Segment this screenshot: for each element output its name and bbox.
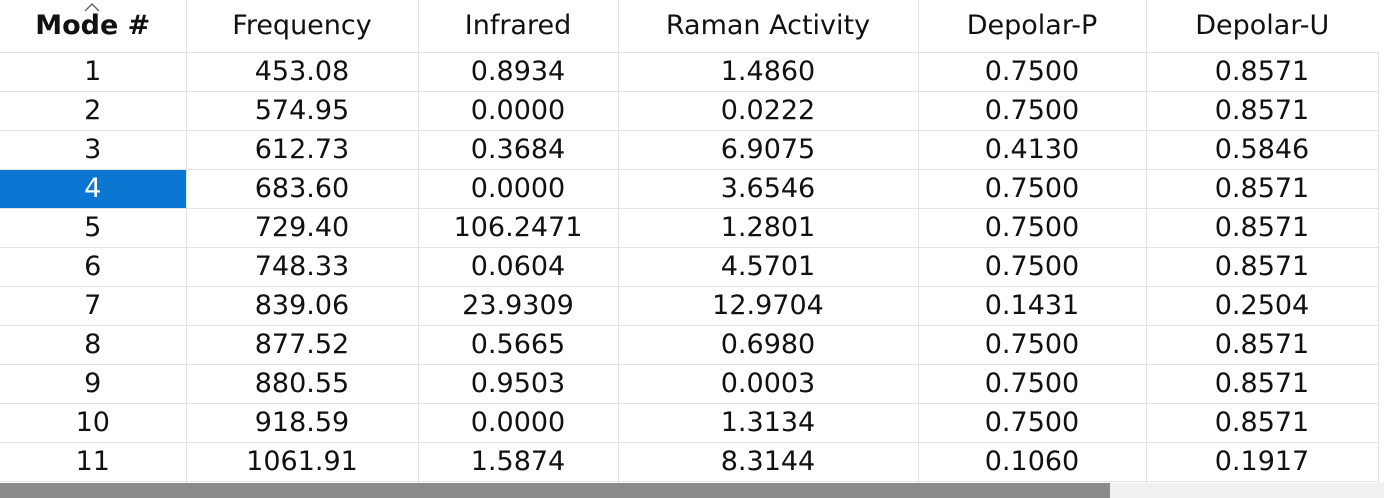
cell-mode[interactable]: 5 [0, 208, 187, 248]
cell-depolar-p[interactable]: 0.1431 [918, 286, 1147, 326]
cell-infrared[interactable]: 23.9309 [418, 286, 619, 326]
cell-raman-activity[interactable]: 1.3134 [618, 403, 919, 443]
column-header-raman-activity[interactable]: Raman Activity [618, 0, 919, 53]
cell-mode[interactable]: 2 [0, 91, 187, 131]
cell-depolar-u[interactable]: 0.8571 [1146, 52, 1379, 92]
cell-depolar-u[interactable]: 0.8571 [1146, 247, 1379, 287]
column-header-infrared[interactable]: Infrared [418, 0, 619, 53]
cell-raman-activity[interactable]: 6.9075 [618, 130, 919, 170]
cell-depolar-p[interactable]: 0.4130 [918, 130, 1147, 170]
cell-raman-activity[interactable]: 0.0003 [618, 364, 919, 404]
table-row[interactable]: 6 748.33 0.0604 4.5701 0.7500 0.8571 [0, 247, 1379, 287]
cell-depolar-p[interactable]: 0.1060 [918, 442, 1147, 482]
cell-mode[interactable]: 8 [0, 325, 187, 365]
table-row[interactable]: 2 574.95 0.0000 0.0222 0.7500 0.8571 [0, 91, 1379, 131]
table-row[interactable]: 5 729.40 106.2471 1.2801 0.7500 0.8571 [0, 208, 1379, 248]
cell-infrared[interactable]: 0.9503 [418, 364, 619, 404]
column-header-mode[interactable]: Mode # [0, 0, 187, 53]
cell-depolar-u[interactable]: 0.8571 [1146, 208, 1379, 248]
cell-mode[interactable]: 9 [0, 364, 187, 404]
cell-frequency[interactable]: 729.40 [186, 208, 419, 248]
column-header-depolar-u[interactable]: Depolar-U [1146, 0, 1378, 53]
cell-raman-activity[interactable]: 1.2801 [618, 208, 919, 248]
cell-mode[interactable]: 4 [0, 169, 187, 209]
cell-depolar-u[interactable]: 0.8571 [1146, 91, 1379, 131]
column-header-depolar-p[interactable]: Depolar-P [918, 0, 1147, 53]
table-row[interactable]: 8 877.52 0.5665 0.6980 0.7500 0.8571 [0, 325, 1379, 365]
cell-depolar-p[interactable]: 0.7500 [918, 325, 1147, 365]
column-header-label: Mode # [35, 10, 151, 41]
table-row[interactable]: 3 612.73 0.3684 6.9075 0.4130 0.5846 [0, 130, 1379, 170]
cell-infrared[interactable]: 106.2471 [418, 208, 619, 248]
chevron-up-icon [84, 3, 100, 12]
cell-frequency[interactable]: 683.60 [186, 169, 419, 209]
cell-frequency[interactable]: 880.55 [186, 364, 419, 404]
cell-frequency[interactable]: 839.06 [186, 286, 419, 326]
cell-infrared[interactable]: 0.5665 [418, 325, 619, 365]
cell-depolar-p[interactable]: 0.7500 [918, 247, 1147, 287]
cell-infrared[interactable]: 0.3684 [418, 130, 619, 170]
cell-depolar-u[interactable]: 0.8571 [1146, 325, 1379, 365]
column-header-frequency[interactable]: Frequency [186, 0, 419, 53]
cell-depolar-u[interactable]: 0.5846 [1146, 130, 1379, 170]
table-body: 1 453.08 0.8934 1.4860 0.7500 0.8571 2 574.95 0.… [0, 52, 1379, 498]
cell-infrared[interactable]: 0.8934 [418, 52, 619, 92]
cell-mode[interactable]: 11 [0, 442, 187, 482]
cell-infrared[interactable]: 1.5874 [418, 442, 619, 482]
cell-raman-activity[interactable]: 3.6546 [618, 169, 919, 209]
table-row[interactable]: 1 453.08 0.8934 1.4860 0.7500 0.8571 [0, 52, 1379, 92]
cell-frequency[interactable]: 877.52 [186, 325, 419, 365]
cell-depolar-p[interactable]: 0.7500 [918, 169, 1147, 209]
horizontal-scrollbar-thumb[interactable] [0, 483, 1110, 498]
cell-depolar-u[interactable]: 0.1917 [1146, 442, 1379, 482]
cell-raman-activity[interactable]: 0.6980 [618, 325, 919, 365]
cell-depolar-u[interactable]: 0.8571 [1146, 364, 1379, 404]
table-row[interactable]: 7 839.06 23.9309 12.9704 0.1431 0.2504 [0, 286, 1379, 326]
cell-depolar-u[interactable]: 0.8571 [1146, 169, 1379, 209]
column-header-label: Infrared [464, 10, 572, 41]
table-row[interactable]: 10 918.59 0.0000 1.3134 0.7500 0.8571 [0, 403, 1379, 443]
cell-depolar-p[interactable]: 0.7500 [918, 52, 1147, 92]
cell-depolar-u[interactable]: 0.2504 [1146, 286, 1379, 326]
cell-infrared[interactable]: 0.0604 [418, 247, 619, 287]
cell-mode[interactable]: 6 [0, 247, 187, 287]
column-header-label: Depolar-P [966, 10, 1098, 41]
table-row[interactable]: 9 880.55 0.9503 0.0003 0.7500 0.8571 [0, 364, 1379, 404]
cell-frequency[interactable]: 574.95 [186, 91, 419, 131]
cell-depolar-p[interactable]: 0.7500 [918, 208, 1147, 248]
cell-frequency[interactable]: 1061.91 [186, 442, 419, 482]
header-row: Mode # Frequency Infrared Raman Activity… [0, 0, 1378, 53]
cell-raman-activity[interactable]: 1.4860 [618, 52, 919, 92]
cell-infrared[interactable]: 0.0000 [418, 169, 619, 209]
cell-frequency[interactable]: 748.33 [186, 247, 419, 287]
cell-frequency[interactable]: 918.59 [186, 403, 419, 443]
column-header-label: Raman Activity [665, 10, 871, 41]
cell-depolar-p[interactable]: 0.7500 [918, 91, 1147, 131]
cell-mode[interactable]: 7 [0, 286, 187, 326]
table-row[interactable]: 4 683.60 0.0000 3.6546 0.7500 0.8571 [0, 169, 1379, 209]
cell-mode[interactable]: 1 [0, 52, 187, 92]
cell-frequency[interactable]: 453.08 [186, 52, 419, 92]
cell-raman-activity[interactable]: 0.0222 [618, 91, 919, 131]
cell-raman-activity[interactable]: 12.9704 [618, 286, 919, 326]
cell-mode[interactable]: 3 [0, 130, 187, 170]
column-header-label: Frequency [232, 10, 372, 41]
table-row[interactable]: 11 1061.91 1.5874 8.3144 0.1060 0.1917 [0, 442, 1379, 482]
cell-raman-activity[interactable]: 8.3144 [618, 442, 919, 482]
column-header-label: Depolar-U [1195, 10, 1330, 41]
cell-depolar-p[interactable]: 0.7500 [918, 364, 1147, 404]
cell-infrared[interactable]: 0.0000 [418, 91, 619, 131]
cell-depolar-p[interactable]: 0.7500 [918, 403, 1147, 443]
cell-raman-activity[interactable]: 4.5701 [618, 247, 919, 287]
cell-depolar-u[interactable]: 0.8571 [1146, 403, 1379, 443]
cell-infrared[interactable]: 0.0000 [418, 403, 619, 443]
cell-mode[interactable]: 10 [0, 403, 187, 443]
cell-frequency[interactable]: 612.73 [186, 130, 419, 170]
